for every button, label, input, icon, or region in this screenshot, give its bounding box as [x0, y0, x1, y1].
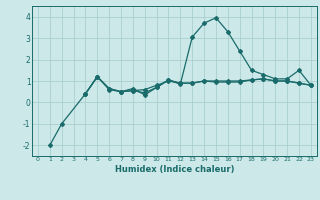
X-axis label: Humidex (Indice chaleur): Humidex (Indice chaleur): [115, 165, 234, 174]
